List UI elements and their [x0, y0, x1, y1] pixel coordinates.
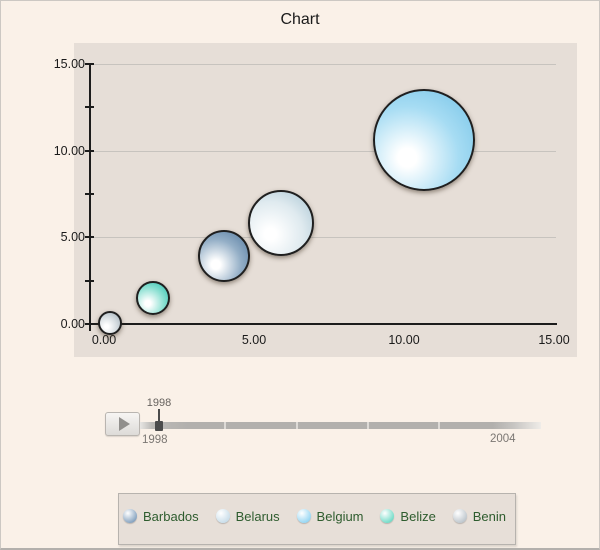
- timeline-slider-track[interactable]: [140, 422, 541, 429]
- timeline-slider-handle[interactable]: [155, 421, 163, 431]
- legend-sphere-icon: [380, 509, 395, 523]
- timeline-segment-divider: [438, 422, 440, 429]
- legend-item-label: Belgium: [316, 508, 364, 524]
- y-tick-label: 10.00: [53, 143, 85, 158]
- timeline-segment-divider: [224, 422, 226, 429]
- x-tick-label: 15.00: [538, 333, 570, 347]
- legend-item-barbados[interactable]: Barbados: [123, 509, 199, 524]
- play-triangle-icon: [118, 417, 130, 431]
- y-gridline: [89, 150, 556, 152]
- play-button[interactable]: [105, 412, 140, 436]
- legend-item-belgium[interactable]: Belgium: [296, 508, 364, 524]
- y-tick-label: 15.00: [53, 57, 85, 71]
- y-tick-label: 0.00: [60, 317, 85, 331]
- y-gridline: [89, 237, 556, 239]
- legend-sphere-icon: [452, 509, 467, 523]
- timeline-segment-divider: [296, 422, 298, 429]
- timeline-segment-divider: [367, 422, 369, 429]
- bubble-benin[interactable]: [98, 311, 122, 336]
- bubble-barbados[interactable]: [198, 230, 250, 283]
- bubble-belize[interactable]: [135, 281, 170, 315]
- x-tick-label: 5.00: [241, 333, 267, 347]
- timeline-tooltip-pointer-icon: [158, 409, 160, 423]
- x-axis-line: [89, 323, 557, 325]
- bubble-belgium[interactable]: [372, 89, 475, 192]
- legend-item-label: Barbados: [143, 508, 199, 524]
- timeline-year-tooltip: 1998: [146, 397, 172, 409]
- chart-title: Chart: [280, 11, 320, 28]
- legend-item-belize[interactable]: Belize: [380, 508, 436, 524]
- bubble-belarus[interactable]: [248, 189, 314, 256]
- y-gridline: [89, 64, 556, 65]
- legend-item-belarus[interactable]: Belarus: [215, 508, 280, 524]
- y-axis-line: [89, 64, 91, 331]
- legend: Barbados Belarus Belgium Belize Benin: [118, 493, 516, 545]
- legend-item-label: Belize: [400, 508, 436, 524]
- x-tick-label: 10.00: [388, 333, 420, 347]
- legend-sphere-icon: [123, 509, 137, 523]
- timeline-start-label: 1998: [142, 434, 168, 446]
- timeline-end-label: 2004: [490, 433, 516, 445]
- legend-sphere-icon: [296, 509, 311, 523]
- legend-item-benin[interactable]: Benin: [452, 508, 506, 524]
- legend-item-label: Belarus: [235, 508, 280, 524]
- x-tick-label: 0.00: [91, 333, 117, 347]
- legend-sphere-icon: [215, 509, 230, 523]
- legend-item-label: Benin: [472, 508, 506, 524]
- y-tick-label: 5.00: [60, 230, 85, 245]
